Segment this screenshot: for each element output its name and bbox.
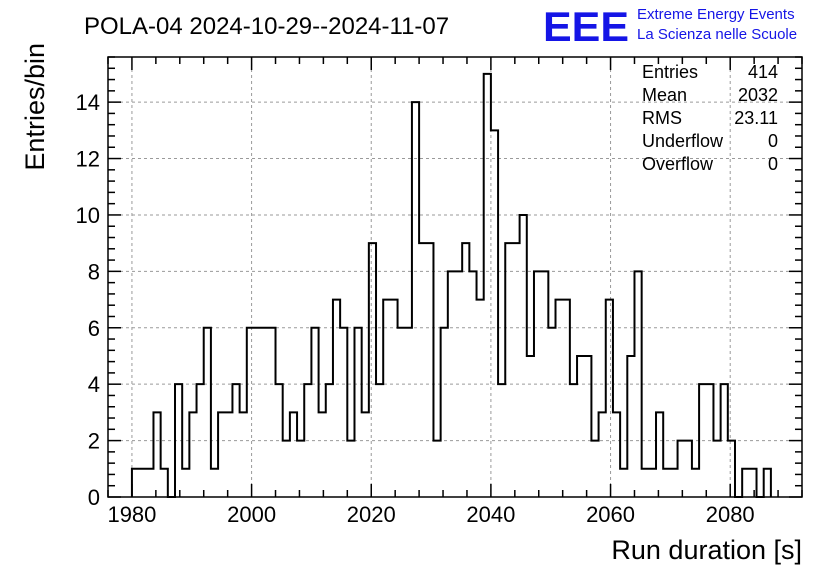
histogram [130,72,772,498]
y-tick-labels: 0 2 4 6 8 10 12 14 [76,90,100,510]
y-axis-label: Entries/bin [20,43,50,171]
stats-value: 2032 [738,85,778,105]
y-tick-label: 0 [88,485,100,510]
x-tick-label: 2020 [347,502,396,527]
histogram-outline [130,72,772,498]
x-tick-label: 1980 [107,502,156,527]
x-tick-label: 2000 [227,502,276,527]
logo-mark: EEE [543,3,629,50]
y-tick-label: 12 [76,147,100,172]
x-tick-label: 2080 [706,502,755,527]
y-tick-label: 10 [76,203,100,228]
axis-ticks [107,56,803,498]
y-tick-label: 4 [88,372,100,397]
stats-label: Mean [642,85,687,105]
stats-label: RMS [642,108,682,128]
stats-value: 0 [768,154,778,174]
x-axis-label: Run duration [s] [611,535,802,565]
stats-value: 23.11 [734,108,778,128]
logo-line-2: La Scienza nelle Scuole [637,26,797,43]
stats-value: 0 [768,131,778,151]
stats-label: Overflow [642,154,714,174]
stats-label: Entries [642,62,698,82]
eee-logo: EEE Extreme Energy Events La Scienza nel… [543,3,797,50]
x-tick-labels: 1980 2000 2020 2040 2060 2080 [107,502,754,527]
y-tick-label: 2 [88,429,100,454]
x-tick-label: 2040 [466,502,515,527]
x-tick-label: 2060 [586,502,635,527]
y-tick-label: 14 [76,90,100,115]
plot-area [108,57,802,497]
chart-title: POLA-04 2024-10-29--2024-11-07 [84,13,449,40]
stats-label: Underflow [642,131,724,151]
y-tick-label: 8 [88,259,100,284]
stats-value: 414 [748,62,778,82]
y-tick-label: 6 [88,316,100,341]
stats-box: Entries 414 Mean 2032 RMS 23.11 Underflow 0 Over… [642,62,778,174]
plot-frame [107,56,803,498]
logo-line-1: Extreme Energy Events [637,6,795,23]
